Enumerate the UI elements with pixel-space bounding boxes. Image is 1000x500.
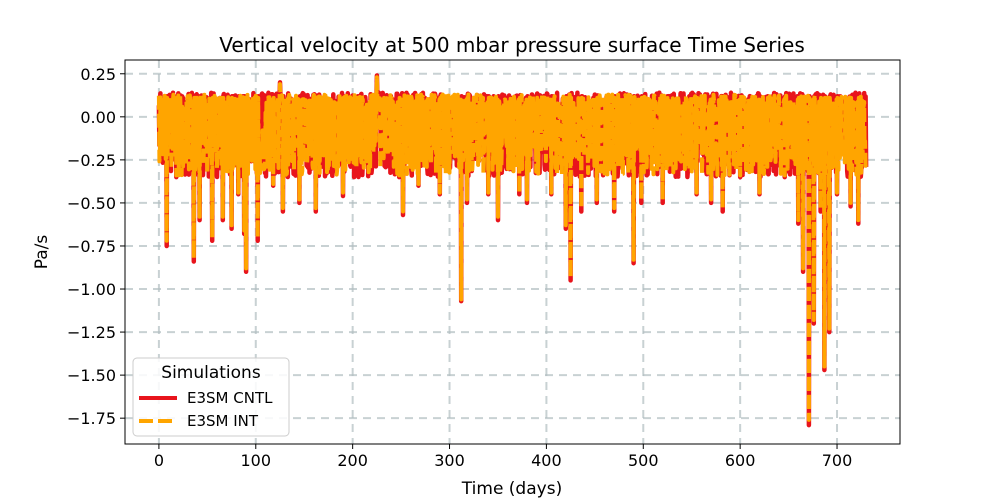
x-tick-label: 100 — [241, 451, 272, 470]
x-tick-label: 200 — [337, 451, 368, 470]
y-axis-title: Pa/s — [32, 235, 52, 270]
series-layer — [156, 73, 869, 428]
x-tick-label: 400 — [531, 451, 562, 470]
chart-title: Vertical velocity at 500 mbar pressure s… — [219, 33, 805, 57]
legend-label-int: E3SM INT — [187, 412, 259, 430]
y-tick-label: −1.75 — [67, 409, 116, 428]
legend-label-cntl: E3SM CNTL — [187, 389, 273, 407]
plot-frame — [124, 59, 901, 445]
y-tick-label: 0.00 — [80, 108, 116, 127]
y-tick-label: −1.50 — [67, 366, 116, 385]
x-axis-title: Time (days) — [461, 479, 562, 499]
y-tick-label: −0.75 — [67, 237, 116, 256]
y-tick-label: −0.50 — [67, 194, 116, 213]
tick-layer: 0 100 200 300 400 500 600 700 0.25 0.00 −0.25 −0.50… — [67, 65, 852, 470]
legend-title: Simulations — [161, 363, 261, 383]
x-tick-label: 500 — [628, 451, 659, 470]
x-tick-label: 300 — [434, 451, 465, 470]
x-tick-label: 0 — [154, 451, 164, 470]
y-tick-label: 0.25 — [80, 65, 116, 84]
legend: Simulations E3SM CNTL E3SM INT — [132, 357, 290, 437]
series-line-int — [156, 75, 869, 422]
x-tick-label: 700 — [822, 451, 853, 470]
y-tick-label: −0.25 — [67, 151, 116, 170]
x-tick-label: 600 — [725, 451, 756, 470]
y-tick-label: −1.00 — [67, 280, 116, 299]
y-tick-label: −1.25 — [67, 323, 116, 342]
legend-box — [132, 357, 290, 437]
